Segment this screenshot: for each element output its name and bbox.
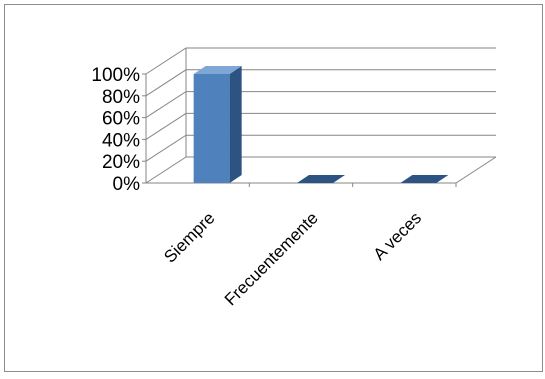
bar-front: [193, 74, 230, 183]
x-category-label: Frecuentemente: [221, 208, 322, 309]
bar-top: [193, 66, 242, 74]
y-tick-label: 80%: [102, 87, 140, 108]
y-tick-label: 0%: [113, 174, 141, 195]
x-category-label: Siempre: [160, 208, 218, 266]
y-tick-label: 60%: [102, 109, 140, 130]
y-tick-label: 100%: [91, 65, 140, 86]
y-tick-label: 40%: [102, 130, 140, 151]
y-tick-label: 20%: [102, 152, 140, 173]
bar-flat: [400, 175, 449, 183]
bar-chart-3d: 0%20%40%60%80%100% Siempre Frecuentemente A…: [91, 47, 497, 309]
bar-side: [229, 66, 242, 183]
x-category-label: A veces: [370, 208, 426, 264]
bar-flat: [297, 175, 345, 183]
chart-frame: 0% 20% 40% 60% 80% 100% Siempre Frecuentemente A…: [4, 4, 543, 372]
